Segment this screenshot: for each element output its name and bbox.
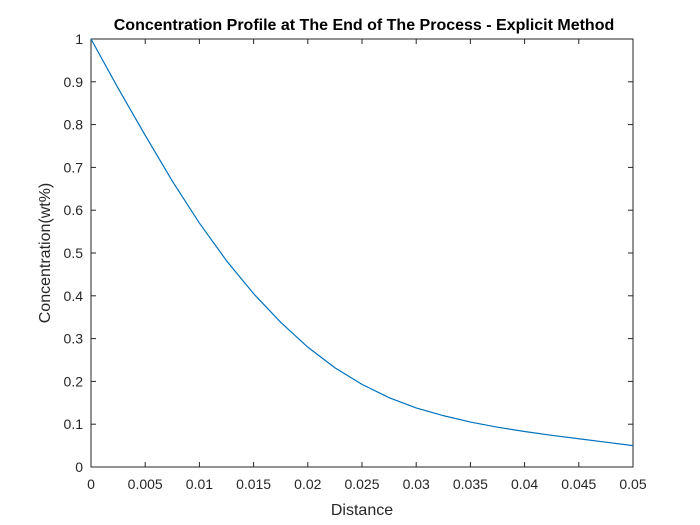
x-tick-label: 0.04 — [511, 476, 538, 492]
x-tick-label: 0.01 — [186, 476, 213, 492]
series-line — [90, 38, 634, 447]
x-tick-label: 0.025 — [344, 476, 379, 492]
x-tick-label: 0.02 — [294, 476, 321, 492]
x-tick-label: 0.035 — [453, 476, 488, 492]
x-tick-label: 0.03 — [403, 476, 430, 492]
y-tick-label: 0.3 — [64, 331, 84, 347]
x-axis: 0 0.005 0.01 0.015 0.02 0.025 0.03 0.035 0.04 0.0… — [87, 39, 647, 492]
y-tick-label: 0.6 — [64, 202, 84, 218]
x-tick-label: 0 — [87, 476, 95, 492]
y-tick-label: 0 — [75, 459, 83, 475]
plot-area: 0 0.005 0.01 0.015 0.02 0.025 0.03 0.035 0.04 0.0… — [64, 31, 647, 492]
axes-box — [90, 38, 634, 468]
y-tick-label: 0.8 — [64, 117, 84, 133]
y-tick-label: 0.1 — [64, 416, 84, 432]
x-axis-label: Distance — [331, 502, 393, 519]
y-tick-label: 0.2 — [64, 373, 84, 389]
y-axis: 0 0.1 0.2 0.3 0.4 0.5 0.6 0.7 0.8 0.9 1 — [64, 31, 633, 475]
y-tick-label: 0.5 — [64, 245, 84, 261]
y-tick-label: 0.4 — [64, 288, 84, 304]
x-tick-label: 0.005 — [128, 476, 163, 492]
x-tick-label: 0.045 — [561, 476, 596, 492]
y-axis-label: Concentration(wt%) — [37, 183, 54, 324]
chart-title: Concentration Profile at The End of The … — [114, 17, 615, 34]
y-tick-label: 1 — [75, 31, 83, 47]
x-tick-label: 0.05 — [619, 476, 646, 492]
y-tick-label: 0.7 — [64, 159, 84, 175]
y-tick-label: 0.9 — [64, 74, 84, 90]
x-tick-label: 0.015 — [236, 476, 271, 492]
